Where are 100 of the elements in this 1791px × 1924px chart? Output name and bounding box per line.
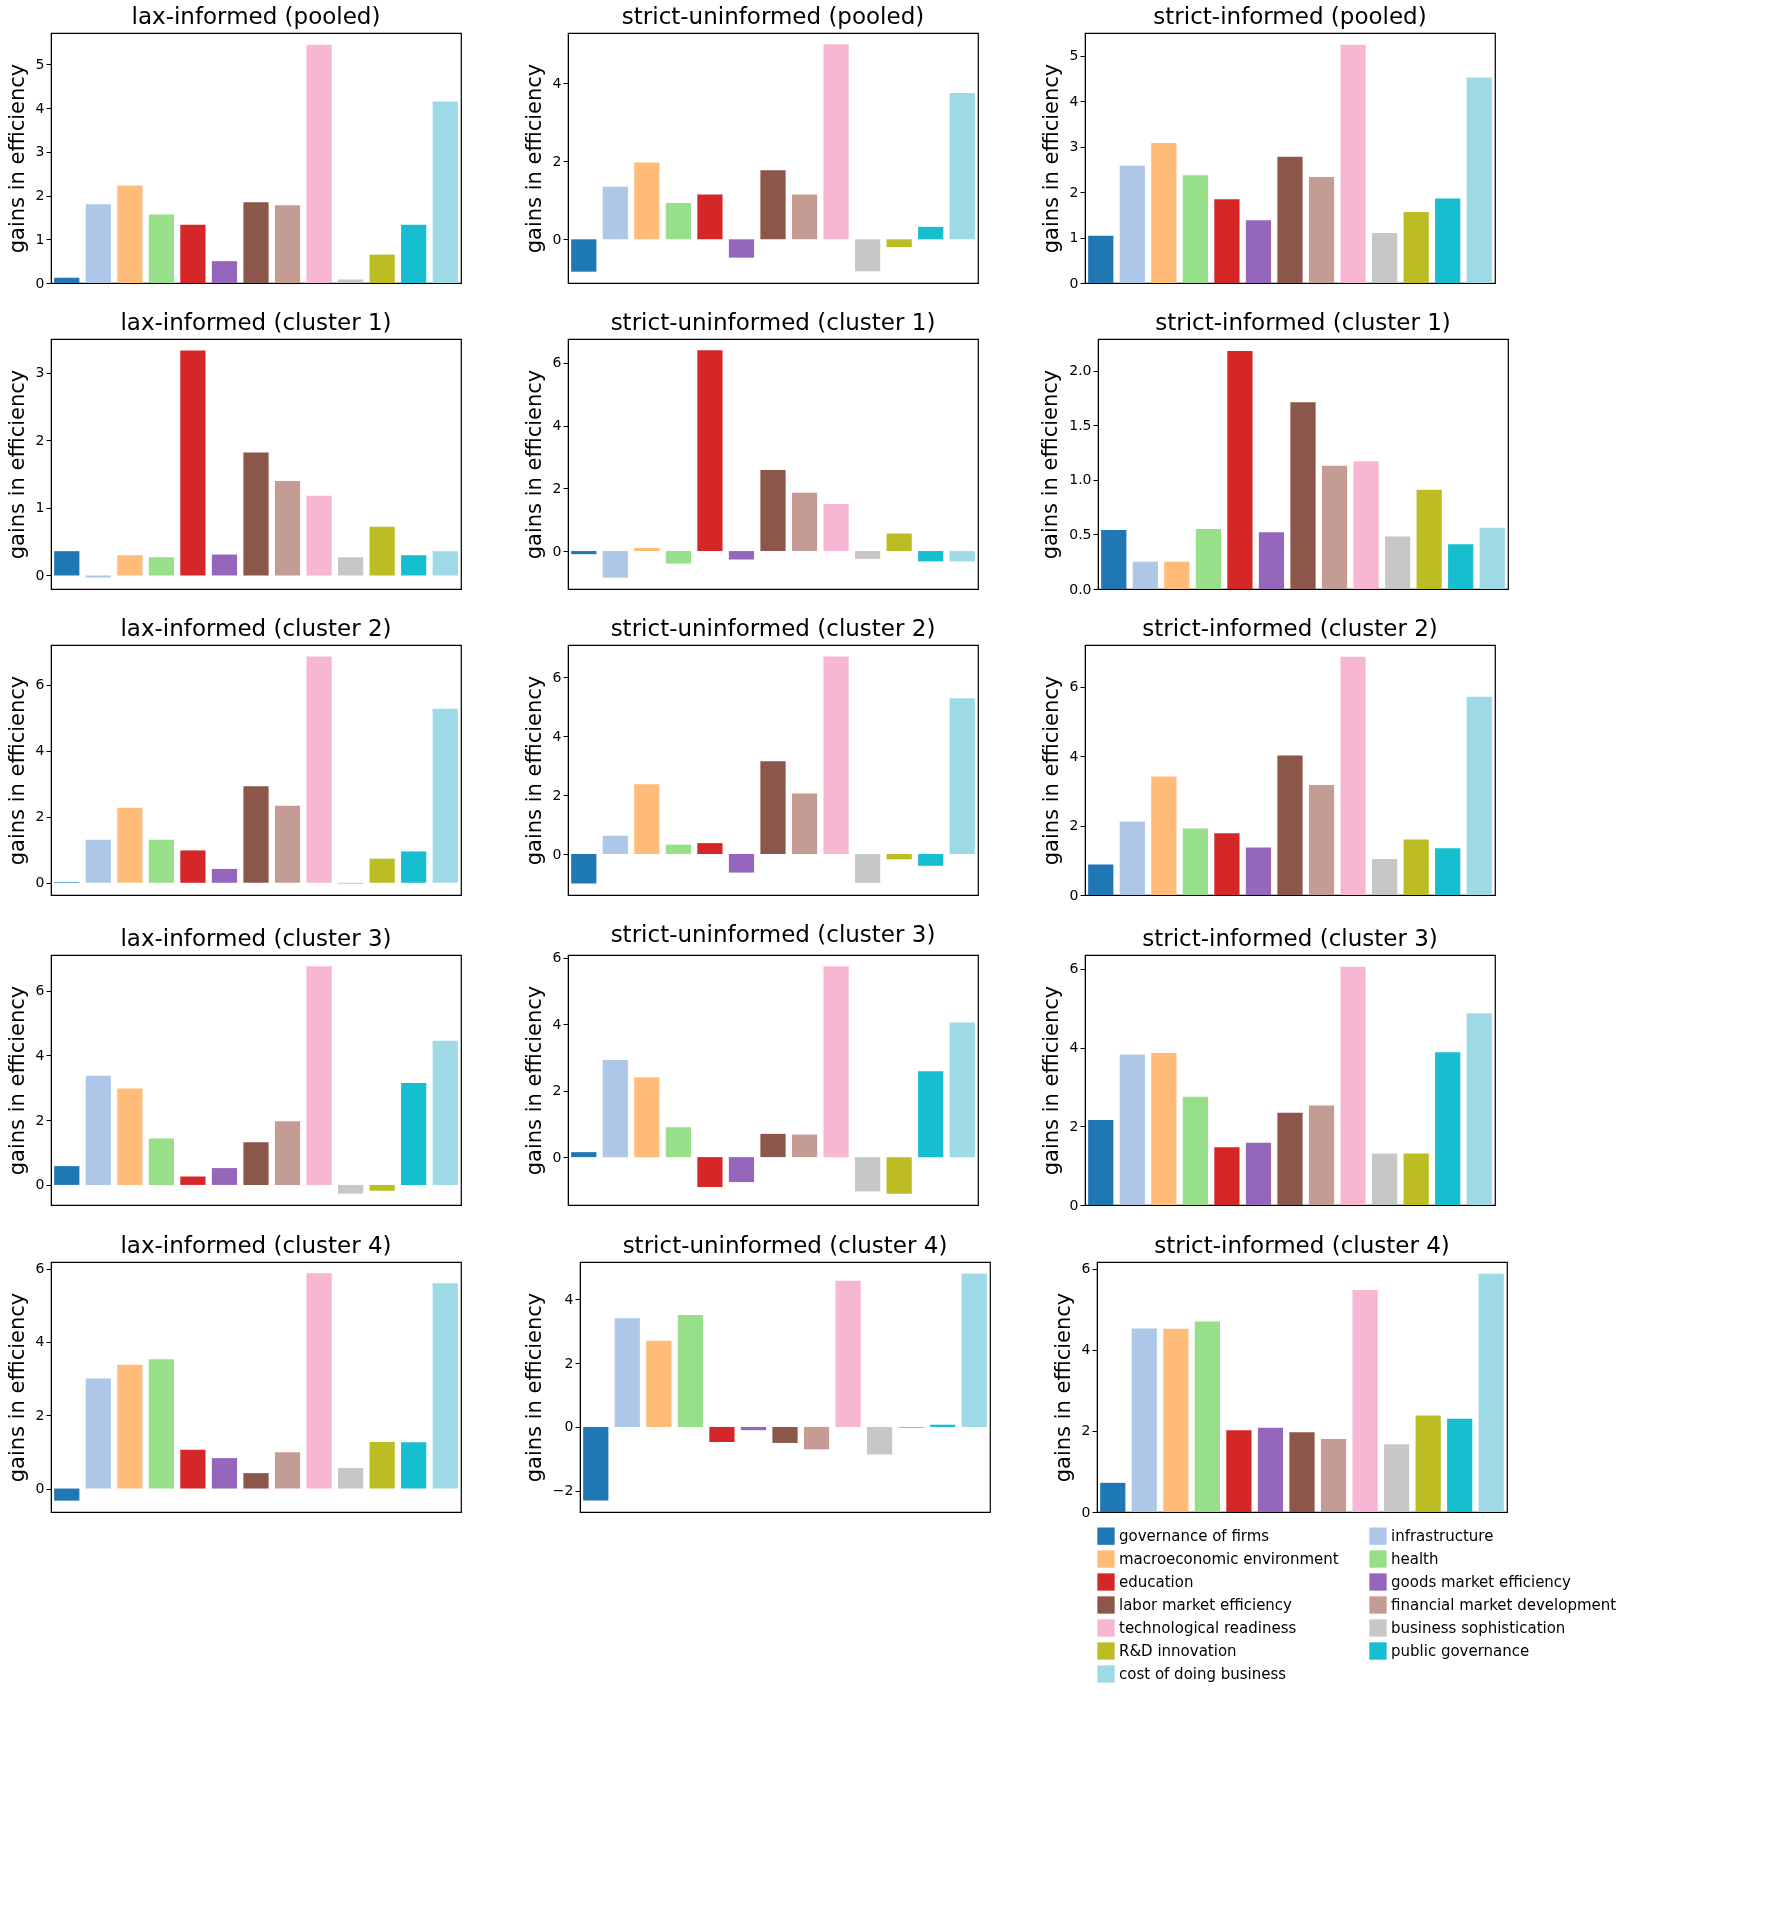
bar bbox=[1182, 175, 1208, 283]
bar bbox=[180, 350, 206, 576]
bar bbox=[180, 224, 206, 283]
y-tick-label: 4 bbox=[1069, 1039, 1079, 1056]
y-tick-label: 2 bbox=[1069, 183, 1079, 200]
bar bbox=[1100, 1482, 1126, 1512]
bar bbox=[1372, 858, 1398, 895]
bar bbox=[918, 854, 944, 866]
legend-label: goods market efficiency bbox=[1391, 1573, 1572, 1591]
y-axis-title: gains in efficiency bbox=[521, 1292, 546, 1483]
y-axis-title: gains in efficiency bbox=[521, 369, 546, 560]
bar bbox=[1132, 561, 1158, 589]
bar bbox=[918, 551, 944, 562]
y-tick-label: 2 bbox=[35, 187, 45, 204]
bar bbox=[306, 495, 332, 576]
bar bbox=[677, 1315, 703, 1427]
bar bbox=[274, 805, 301, 883]
bar bbox=[1245, 220, 1272, 283]
bar bbox=[728, 1157, 755, 1183]
legend-label: infrastructure bbox=[1391, 1527, 1494, 1546]
y-axis-title: gains in efficiency bbox=[4, 63, 29, 254]
bar bbox=[1214, 199, 1240, 283]
bar bbox=[274, 480, 301, 576]
bar bbox=[1195, 528, 1221, 589]
legend-label: labor market efficiency bbox=[1119, 1596, 1293, 1614]
y-tick-label: 0 bbox=[1069, 1196, 1079, 1213]
y-tick-label: 2 bbox=[552, 1082, 562, 1099]
legend-label: financial market development bbox=[1391, 1596, 1617, 1614]
bar bbox=[243, 786, 269, 883]
bar bbox=[243, 452, 269, 576]
y-tick-label: 1 bbox=[35, 499, 45, 516]
bar bbox=[401, 1442, 427, 1489]
bar bbox=[338, 557, 364, 576]
y-axis-title: gains in efficiency bbox=[521, 675, 546, 866]
bar bbox=[148, 1359, 174, 1489]
bar bbox=[1226, 1430, 1252, 1512]
bar bbox=[54, 1166, 80, 1185]
bar bbox=[117, 555, 143, 576]
y-tick-label: 2 bbox=[1081, 1422, 1091, 1439]
bar bbox=[1403, 212, 1429, 283]
y-tick-label: 2 bbox=[35, 1406, 45, 1423]
bar bbox=[886, 533, 912, 552]
bar bbox=[211, 554, 238, 576]
y-axis-title: gains in efficiency bbox=[4, 675, 29, 866]
bar bbox=[835, 1280, 861, 1427]
bar bbox=[1352, 1289, 1378, 1512]
chart-title: lax-informed (pooled) bbox=[131, 3, 381, 29]
bar bbox=[728, 854, 755, 873]
bar bbox=[823, 503, 849, 552]
bar bbox=[571, 239, 597, 272]
chart-title: lax-informed (cluster 4) bbox=[120, 1231, 392, 1258]
chart-title: strict-informed (cluster 4) bbox=[1154, 1231, 1450, 1258]
bar bbox=[117, 185, 143, 283]
bar bbox=[306, 656, 332, 883]
y-axis-title: gains in efficiency bbox=[4, 1292, 29, 1483]
y-tick-label: 1 bbox=[35, 230, 45, 247]
y-tick-label: 6 bbox=[552, 354, 562, 371]
y-tick-label: 0 bbox=[1081, 1503, 1091, 1520]
bar bbox=[1447, 1418, 1473, 1512]
bar bbox=[1320, 1439, 1347, 1512]
chart-title: lax-informed (cluster 3) bbox=[120, 925, 392, 951]
bar bbox=[211, 1458, 238, 1489]
bar bbox=[1290, 402, 1316, 589]
bar bbox=[85, 839, 111, 883]
bar bbox=[1384, 1444, 1410, 1512]
bar bbox=[432, 551, 458, 576]
bar bbox=[54, 551, 80, 576]
y-axis-title: gains in efficiency bbox=[1038, 985, 1063, 1176]
bar bbox=[602, 551, 628, 578]
bar bbox=[1435, 198, 1461, 283]
y-tick-label: 6 bbox=[1069, 678, 1079, 695]
bar bbox=[211, 261, 238, 283]
bar bbox=[117, 807, 143, 883]
bar bbox=[243, 1473, 269, 1489]
bar bbox=[791, 793, 818, 855]
bar bbox=[709, 1426, 735, 1442]
y-tick-label: 2 bbox=[552, 152, 562, 169]
bar bbox=[602, 186, 628, 240]
bar bbox=[571, 854, 597, 884]
bar bbox=[760, 761, 786, 855]
y-axis-title: gains in efficiency bbox=[1050, 1292, 1075, 1483]
bar bbox=[1214, 833, 1240, 895]
bar bbox=[85, 1378, 111, 1489]
y-tick-label: 0 bbox=[1069, 886, 1079, 903]
legend-label: R&D innovation bbox=[1119, 1642, 1237, 1660]
legend-label: education bbox=[1119, 1573, 1194, 1591]
bar bbox=[1308, 177, 1335, 283]
bar bbox=[867, 1426, 893, 1455]
y-axis-title: gains in efficiency bbox=[521, 985, 546, 1176]
legend-label: governance of firms bbox=[1119, 1527, 1270, 1546]
bar bbox=[1151, 143, 1177, 283]
bar bbox=[855, 551, 881, 559]
bar bbox=[1194, 1321, 1220, 1512]
bar bbox=[583, 1426, 609, 1501]
chart-title: strict-informed (cluster 2) bbox=[1142, 615, 1438, 641]
y-tick-label: 0 bbox=[35, 566, 45, 583]
bar bbox=[1340, 966, 1366, 1205]
bar bbox=[665, 203, 691, 240]
y-tick-label: 4 bbox=[35, 99, 45, 116]
bar bbox=[1340, 656, 1366, 895]
